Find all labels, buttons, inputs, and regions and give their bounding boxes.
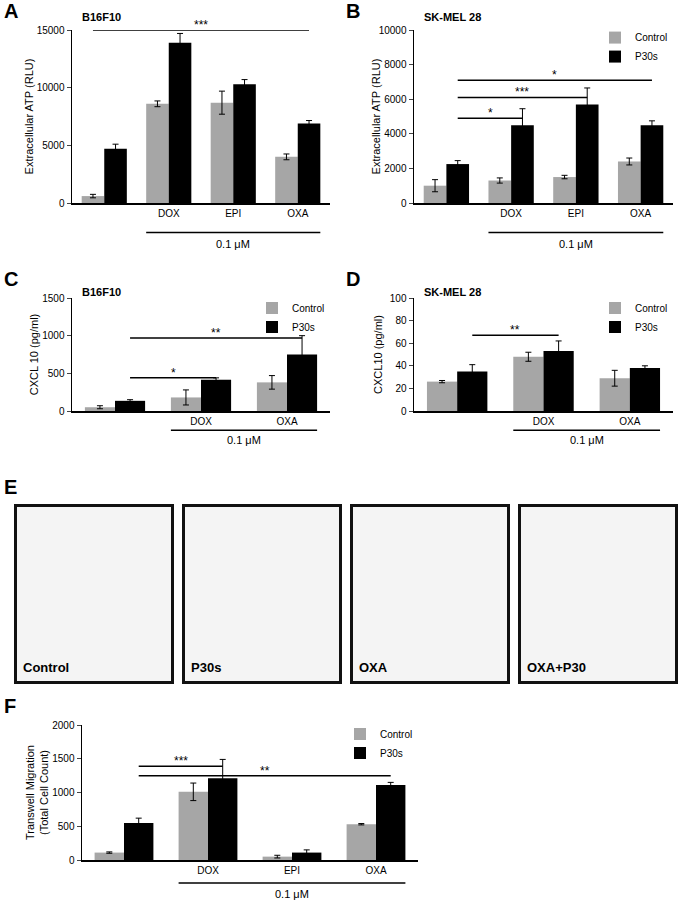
svg-text:Control: Control (635, 303, 667, 314)
svg-text:DOX: DOX (190, 416, 212, 427)
svg-text:10000: 10000 (37, 82, 65, 93)
svg-text:P30s: P30s (380, 748, 403, 759)
svg-text:OXA: OXA (365, 865, 386, 876)
svg-text:*: * (171, 366, 176, 380)
svg-text:Transwell Migration(Total Cell: Transwell Migration(Total Cell Count) (24, 745, 50, 840)
svg-text:B16F10: B16F10 (82, 11, 121, 23)
svg-text:SK-MEL 28: SK-MEL 28 (424, 286, 481, 298)
svg-text:P30s: P30s (635, 51, 658, 62)
svg-text:***: *** (174, 754, 188, 768)
svg-text:5000: 5000 (42, 140, 65, 151)
svg-text:2000: 2000 (384, 163, 407, 174)
svg-text:*: * (488, 106, 493, 120)
svg-text:B16F10: B16F10 (82, 286, 121, 298)
svg-text:EPI: EPI (568, 208, 584, 219)
html-text:OXA+P30: OXA+P30 (527, 660, 586, 675)
svg-text:0.1 μM: 0.1 μM (570, 434, 604, 446)
svg-text:6000: 6000 (384, 94, 407, 105)
svg-text:0.1 μM: 0.1 μM (216, 238, 250, 250)
svg-text:0.1 μM: 0.1 μM (275, 888, 309, 900)
html-text:C: C (4, 268, 19, 290)
svg-text:Extracellular ATP (RLU): Extracellular ATP (RLU) (23, 59, 35, 175)
svg-text:0: 0 (401, 406, 407, 417)
svg-text:2000: 2000 (52, 720, 75, 731)
svg-text:DOX: DOX (197, 865, 219, 876)
svg-text:0: 0 (59, 198, 65, 209)
svg-text:**: ** (260, 764, 270, 778)
svg-text:0: 0 (401, 198, 407, 209)
html-text:F: F (4, 695, 17, 717)
svg-text:DOX: DOX (500, 208, 522, 219)
svg-text:80: 80 (395, 315, 407, 326)
svg-text:DOX: DOX (533, 416, 555, 427)
svg-text:SK-MEL 28: SK-MEL 28 (424, 11, 481, 23)
svg-text:0.1 μM: 0.1 μM (227, 434, 261, 446)
svg-text:0: 0 (69, 855, 75, 866)
svg-text:1500: 1500 (42, 293, 65, 304)
svg-text:Control: Control (292, 303, 324, 314)
html-text:A: A (4, 0, 19, 22)
svg-text:OXA: OXA (287, 208, 308, 219)
svg-text:OXA: OXA (619, 416, 640, 427)
svg-text:EPI: EPI (225, 208, 241, 219)
html-text:B: B (346, 0, 361, 22)
svg-text:4000: 4000 (384, 128, 407, 139)
svg-text:0.1 μM: 0.1 μM (559, 238, 593, 250)
html-text:OXA: OXA (359, 660, 388, 675)
svg-text:EPI: EPI (284, 865, 300, 876)
svg-text:1500: 1500 (52, 753, 75, 764)
svg-text:OXA: OXA (276, 416, 297, 427)
svg-text:***: *** (194, 18, 208, 32)
html-text:P30s: P30s (191, 660, 222, 675)
svg-text:Control: Control (635, 32, 667, 43)
svg-text:1000: 1000 (52, 787, 75, 798)
svg-text:***: *** (515, 85, 529, 99)
svg-text:40: 40 (395, 360, 407, 371)
svg-text:15000: 15000 (37, 25, 65, 36)
svg-text:P30s: P30s (292, 322, 315, 333)
svg-text:500: 500 (58, 821, 75, 832)
svg-text:60: 60 (395, 338, 407, 349)
svg-text:10000: 10000 (379, 25, 407, 36)
svg-text:20: 20 (395, 383, 407, 394)
svg-text:*: * (552, 68, 557, 82)
svg-text:OXA: OXA (630, 208, 651, 219)
svg-text:1000: 1000 (42, 330, 65, 341)
svg-text:500: 500 (48, 368, 65, 379)
svg-text:**: ** (510, 323, 520, 337)
svg-text:CXCL10 (pg/ml): CXCL10 (pg/ml) (372, 315, 384, 394)
svg-text:P30s: P30s (635, 322, 658, 333)
html-text:Control: Control (23, 660, 70, 675)
svg-text:Extracellular ATP (RLU): Extracellular ATP (RLU) (370, 59, 382, 175)
svg-text:**: ** (211, 326, 221, 340)
svg-text:Control: Control (380, 729, 412, 740)
svg-text:DOX: DOX (158, 208, 180, 219)
svg-text:CXCL 10 (pg/ml): CXCL 10 (pg/ml) (28, 314, 40, 396)
svg-text:8000: 8000 (384, 59, 407, 70)
svg-text:0: 0 (59, 406, 65, 417)
html-text:D: D (346, 268, 361, 290)
svg-text:100: 100 (390, 293, 407, 304)
html-text:E: E (4, 476, 18, 498)
